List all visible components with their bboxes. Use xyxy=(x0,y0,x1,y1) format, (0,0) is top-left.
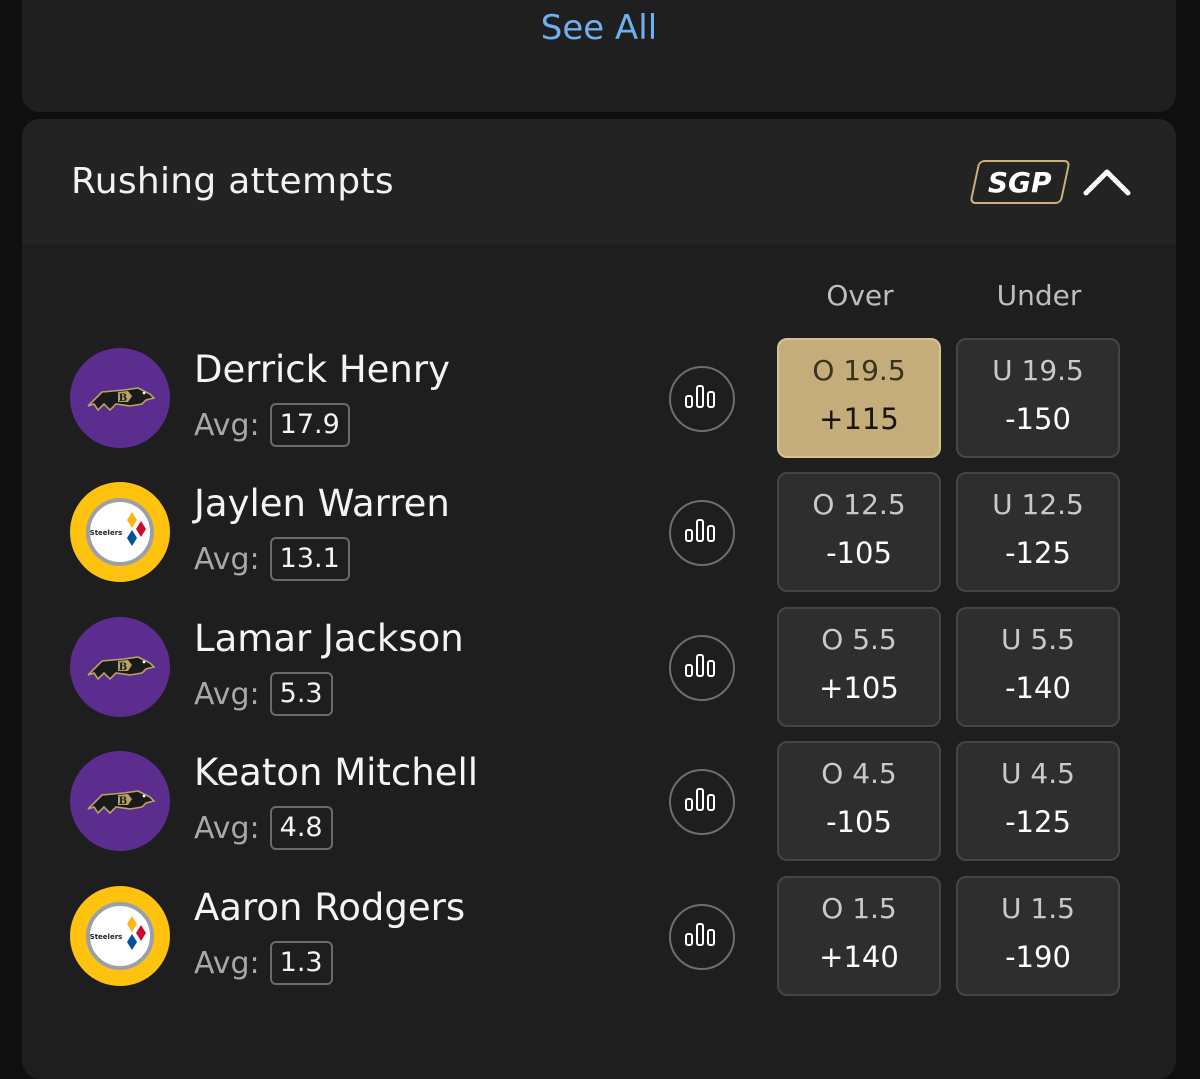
player-row: Aaron Rodgers Avg: 1.3 O 1.5 +140 U 1.5 … xyxy=(22,876,1176,1000)
player-name[interactable]: Keaton Mitchell xyxy=(194,751,479,794)
market-header[interactable]: Rushing attempts SGP xyxy=(22,119,1176,244)
player-name[interactable]: Lamar Jackson xyxy=(194,617,464,660)
under-price: -140 xyxy=(1005,671,1071,705)
steelers-logo-icon xyxy=(70,886,170,986)
bar-chart-icon xyxy=(669,500,731,562)
over-odds-button[interactable]: O 12.5 -105 xyxy=(777,472,941,592)
bar-chart-icon xyxy=(669,904,731,966)
stats-button[interactable] xyxy=(669,635,735,701)
under-odds-button[interactable]: U 4.5 -125 xyxy=(956,741,1120,861)
avg-value: 17.9 xyxy=(269,403,350,447)
player-average: Avg: 1.3 xyxy=(194,941,333,985)
steelers-logo-icon xyxy=(70,482,170,582)
under-price: -190 xyxy=(1005,940,1071,974)
player-average: Avg: 5.3 xyxy=(194,672,333,716)
over-price: +115 xyxy=(819,402,899,436)
over-line: O 12.5 xyxy=(812,488,906,521)
player-average: Avg: 17.9 xyxy=(194,403,350,447)
under-line: U 12.5 xyxy=(992,488,1084,521)
over-line: O 1.5 xyxy=(821,892,897,925)
under-line: U 4.5 xyxy=(1001,757,1075,790)
player-average: Avg: 4.8 xyxy=(194,806,333,850)
previous-market-card: See All xyxy=(22,0,1176,112)
player-name[interactable]: Aaron Rodgers xyxy=(194,886,466,929)
player-row: Jaylen Warren Avg: 13.1 O 12.5 -105 U 12… xyxy=(22,472,1176,596)
ravens-logo-icon xyxy=(70,751,170,851)
under-line: U 19.5 xyxy=(992,354,1084,387)
chevron-up-icon[interactable] xyxy=(1080,161,1134,201)
bar-chart-icon xyxy=(669,635,731,697)
over-odds-button[interactable]: O 4.5 -105 xyxy=(777,741,941,861)
over-line: O 4.5 xyxy=(821,757,897,790)
over-price: -105 xyxy=(826,536,892,570)
over-column-header: Over xyxy=(826,279,894,312)
player-name[interactable]: Jaylen Warren xyxy=(194,482,450,525)
sgp-label: SGP xyxy=(988,165,1052,199)
sgp-badge: SGP xyxy=(969,160,1071,204)
stats-button[interactable] xyxy=(669,904,735,970)
avg-label: Avg: xyxy=(194,945,260,981)
under-price: -125 xyxy=(1005,805,1071,839)
under-price: -125 xyxy=(1005,536,1071,570)
player-average: Avg: 13.1 xyxy=(194,537,350,581)
avg-label: Avg: xyxy=(194,810,260,846)
rushing-attempts-card: Rushing attempts SGP Over Under Derrick … xyxy=(22,119,1176,1079)
player-row: Derrick Henry Avg: 17.9 O 19.5 +115 U 19… xyxy=(22,338,1176,462)
avg-label: Avg: xyxy=(194,676,260,712)
under-line: U 5.5 xyxy=(1001,623,1075,656)
under-odds-button[interactable]: U 12.5 -125 xyxy=(956,472,1120,592)
ravens-logo-icon xyxy=(70,348,170,448)
avg-value: 1.3 xyxy=(269,941,333,985)
over-odds-button[interactable]: O 1.5 +140 xyxy=(777,876,941,996)
under-odds-button[interactable]: U 19.5 -150 xyxy=(956,338,1120,458)
stats-button[interactable] xyxy=(669,500,735,566)
avg-value: 4.8 xyxy=(269,806,333,850)
under-price: -150 xyxy=(1005,402,1071,436)
bar-chart-icon xyxy=(669,769,731,831)
over-price: +105 xyxy=(819,671,899,705)
over-line: O 5.5 xyxy=(821,623,897,656)
over-price: +140 xyxy=(819,940,899,974)
over-odds-button[interactable]: O 19.5 +115 xyxy=(777,338,941,458)
under-odds-button[interactable]: U 5.5 -140 xyxy=(956,607,1120,727)
over-odds-button[interactable]: O 5.5 +105 xyxy=(777,607,941,727)
market-title: Rushing attempts xyxy=(71,161,394,202)
bar-chart-icon xyxy=(669,366,731,428)
player-row: Keaton Mitchell Avg: 4.8 O 4.5 -105 U 4.… xyxy=(22,741,1176,865)
under-odds-button[interactable]: U 1.5 -190 xyxy=(956,876,1120,996)
ravens-logo-icon xyxy=(70,617,170,717)
avg-value: 5.3 xyxy=(269,672,333,716)
avg-label: Avg: xyxy=(194,407,260,443)
under-line: U 1.5 xyxy=(1001,892,1075,925)
under-column-header: Under xyxy=(996,279,1082,312)
over-price: -105 xyxy=(826,805,892,839)
stats-button[interactable] xyxy=(669,366,735,432)
over-line: O 19.5 xyxy=(812,354,906,387)
avg-label: Avg: xyxy=(194,541,260,577)
player-name[interactable]: Derrick Henry xyxy=(194,348,450,391)
avg-value: 13.1 xyxy=(269,537,350,581)
player-row: Lamar Jackson Avg: 5.3 O 5.5 +105 U 5.5 … xyxy=(22,607,1176,731)
stats-button[interactable] xyxy=(669,769,735,835)
see-all-link[interactable]: See All xyxy=(540,8,658,48)
